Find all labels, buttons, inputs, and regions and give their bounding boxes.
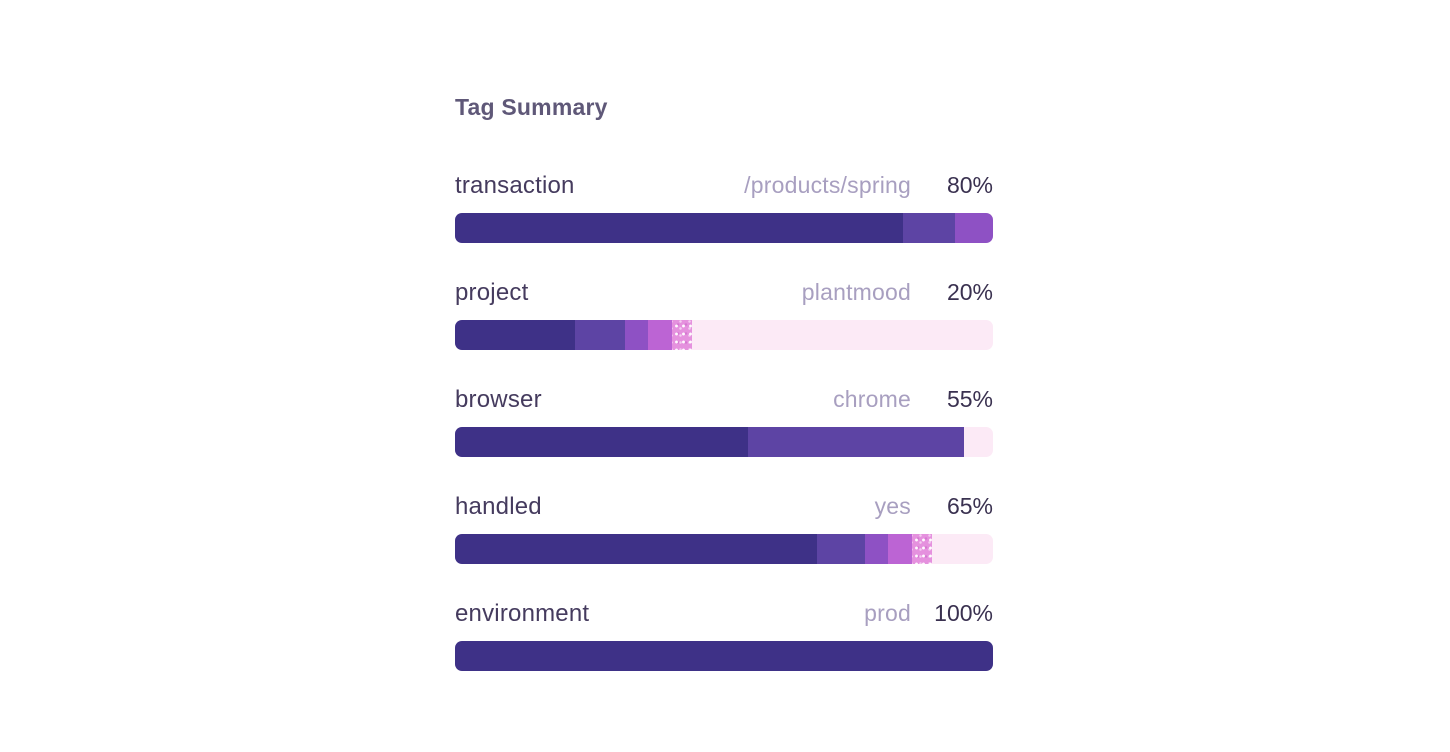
tag-name-label: handled <box>455 493 542 520</box>
panel-title: Tag Summary <box>455 94 608 120</box>
tag-distribution-bar[interactable] <box>455 427 993 457</box>
tag-rows-container: transaction /products/spring 80% project… <box>455 170 993 671</box>
bar-segment-segment_1[interactable] <box>455 320 575 350</box>
bar-segment-segment_5_dotted[interactable] <box>672 320 693 350</box>
bar-segment-segment_3[interactable] <box>864 534 889 564</box>
bar-segment-segment_3[interactable] <box>955 213 993 243</box>
bar-segment-segment_2[interactable] <box>903 213 956 243</box>
bar-segment-segment_2[interactable] <box>748 427 964 457</box>
tag-name-label: project <box>455 279 529 306</box>
tag-top-value-label: /products/spring <box>744 172 911 198</box>
tag-row-header: transaction /products/spring 80% <box>455 170 993 201</box>
tag-row-header: environment prod 100% <box>455 598 993 629</box>
tag-row: handled yes 65% <box>455 491 993 564</box>
tag-percent-label: 55% <box>946 386 993 412</box>
bar-segment-segment_4[interactable] <box>888 534 913 564</box>
tag-distribution-bar[interactable] <box>455 534 993 564</box>
bar-segment-segment_1[interactable] <box>455 641 993 671</box>
tag-summary-panel: Tag Summary transaction /products/spring… <box>455 93 993 671</box>
tag-top-value-label: yes <box>874 493 911 519</box>
bar-segment-segment_2[interactable] <box>817 534 865 564</box>
bar-segment-segment_5_dotted[interactable] <box>912 534 933 564</box>
bar-segment-segment_4[interactable] <box>648 320 673 350</box>
tag-name-label: transaction <box>455 172 575 199</box>
bar-segment-segment_3[interactable] <box>625 320 649 350</box>
tag-top-value-label: plantmood <box>801 279 911 305</box>
tag-row-header: handled yes 65% <box>455 491 993 522</box>
tag-distribution-bar[interactable] <box>455 641 993 671</box>
tag-name-label: environment <box>455 600 590 627</box>
bar-segment-segment_1[interactable] <box>455 213 904 243</box>
bar-segment-segment_1[interactable] <box>455 427 749 457</box>
tag-row-header: project plantmood 20% <box>455 277 993 308</box>
tag-percent-label: 65% <box>946 493 993 519</box>
bar-segment-segment_2[interactable] <box>574 320 625 350</box>
tag-percent-label: 100% <box>934 600 993 626</box>
tag-percent-label: 80% <box>946 172 993 198</box>
tag-row: transaction /products/spring 80% <box>455 170 993 243</box>
tag-distribution-bar[interactable] <box>455 213 993 243</box>
tag-row: project plantmood 20% <box>455 277 993 350</box>
tag-row: environment prod 100% <box>455 598 993 671</box>
tag-distribution-bar[interactable] <box>455 320 993 350</box>
tag-row: browser chrome 55% <box>455 384 993 457</box>
tag-top-value-label: prod <box>864 600 911 626</box>
bar-segment-segment_1[interactable] <box>455 534 818 564</box>
tag-name-label: browser <box>455 386 542 413</box>
tag-percent-label: 20% <box>946 279 993 305</box>
tag-top-value-label: chrome <box>833 386 911 412</box>
tag-row-header: browser chrome 55% <box>455 384 993 415</box>
